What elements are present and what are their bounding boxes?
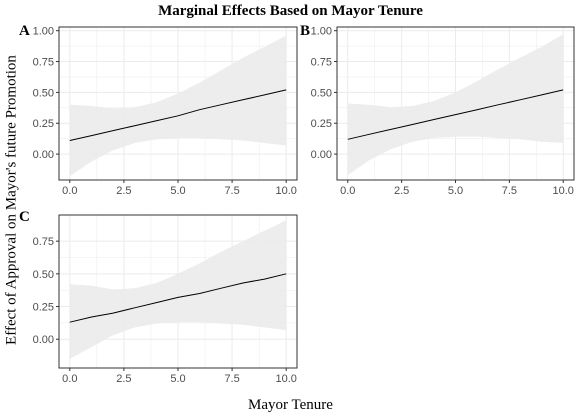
- panel-b-x-tick-label: 10.0: [553, 185, 574, 197]
- panel-a-y-tick-label: 0.75: [33, 57, 54, 69]
- panel-c-x-tick-label: 2.5: [116, 373, 131, 385]
- panel-a-y-tick-label: 0.25: [33, 118, 54, 130]
- x-axis-label: Mayor Tenure: [248, 397, 333, 413]
- panel-c-y-tick-label: 0.25: [33, 302, 54, 314]
- panel-c-x-tick-label: 0.0: [62, 373, 77, 385]
- panel-a-x-tick-label: 10.0: [275, 185, 296, 197]
- panel-c-tag: C: [19, 209, 30, 225]
- panel-a-y-tick-label: 1.00: [33, 26, 54, 38]
- panel-a-x-tick-label: 0.0: [62, 185, 77, 197]
- panel-b-y-tick-label: 0.50: [311, 87, 332, 99]
- panel-b-x-tick-label: 2.5: [394, 185, 409, 197]
- panel-c-y-tick-label: 0.50: [33, 269, 54, 281]
- panel-c-y-tick-label: 0.75: [33, 236, 54, 248]
- panel-a-y-tick-label: 0.50: [33, 87, 54, 99]
- panel-a-effect-line: [69, 89, 287, 141]
- panel-a-y-tick-label: 0.00: [33, 149, 54, 161]
- panel-b-y-tick-label: 1.00: [311, 26, 332, 38]
- panel-c-x-tick-label: 5.0: [170, 373, 185, 385]
- chart-title: Marginal Effects Based on Mayor Tenure: [158, 3, 423, 19]
- panel-a-x-tick-label: 5.0: [170, 185, 185, 197]
- panel-c-confidence-band: [69, 220, 287, 359]
- panel-b-x-tick-label: 5.0: [448, 185, 463, 197]
- panel-b-effect-line: [347, 89, 564, 140]
- panel-b-y-tick-label: 0.25: [311, 118, 332, 130]
- panel-a-x-tick-label: 2.5: [116, 185, 131, 197]
- panel-a-tag: A: [19, 23, 30, 39]
- panel-a-x-tick-label: 7.5: [224, 185, 239, 197]
- panel-c-x-tick-label: 7.5: [224, 373, 239, 385]
- panel-b-confidence-band: [347, 34, 564, 176]
- panel-b-y-tick-label: 0.00: [311, 149, 332, 161]
- panel-c-effect-line: [69, 273, 287, 323]
- panel-c-x-tick-label: 10.0: [275, 373, 296, 385]
- panel-b-tag: B: [300, 23, 310, 39]
- panel-c-y-tick-label: 0.00: [33, 334, 54, 346]
- panel-b-y-tick-label: 0.75: [311, 57, 332, 69]
- panel-b-x-tick-label: 0.0: [340, 185, 355, 197]
- panel-b-x-tick-label: 7.5: [502, 185, 517, 197]
- panel-a-confidence-band: [69, 35, 287, 177]
